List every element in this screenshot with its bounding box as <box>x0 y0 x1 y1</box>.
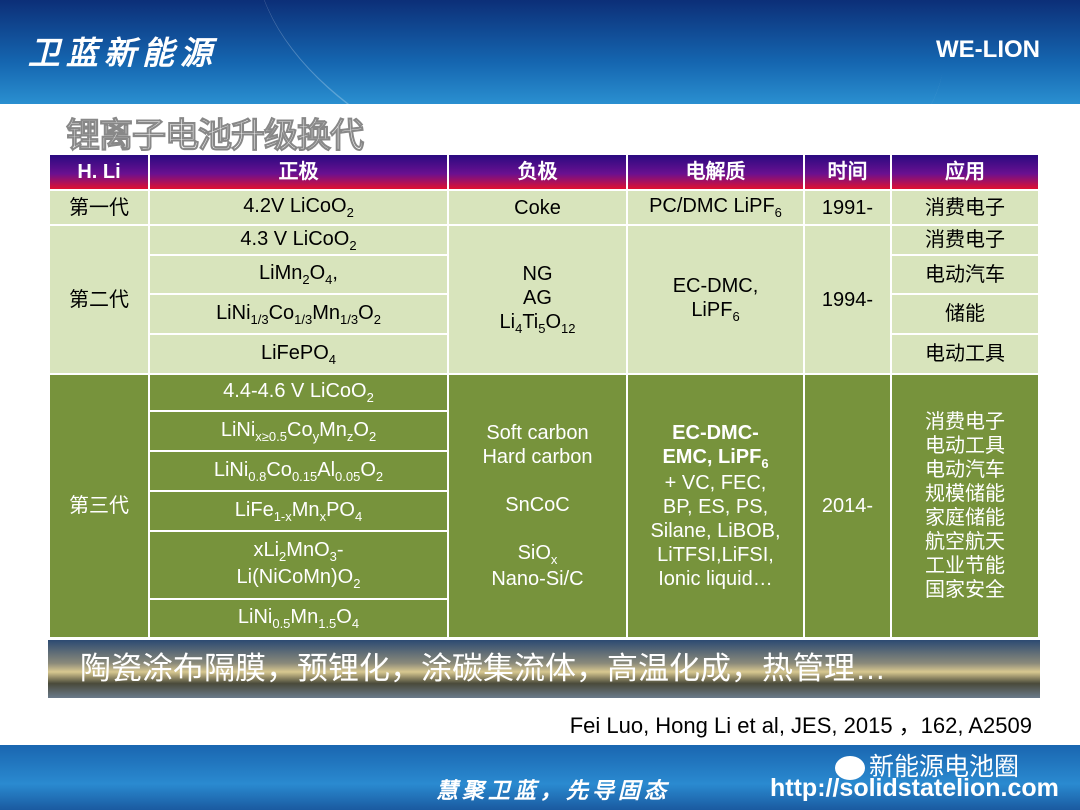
wechat-name: 新能源电池圈 <box>869 753 1020 781</box>
table-row: LiNix≥0.5CoyMnzO2 <box>49 410 1039 452</box>
application-cell: 消费电子 <box>890 189 1040 226</box>
table-row: 第三代 4.4-4.6 V LiCoO2 Soft carbon Hard car… <box>48 373 1040 639</box>
slide-title: 锂离子电池升级换代 <box>66 116 365 157</box>
time-cell: 1991- <box>803 189 892 226</box>
time-cell: 2014- <box>803 373 892 639</box>
anode-cell: Soft carbon Hard carbon SnCoC SiOx Nano-Si/C <box>447 373 628 639</box>
battery-generations-table: H. Li 正极 负极 电解质 时间 应用 第一代 4.2V LiCoO2 Co… <box>48 153 1040 639</box>
wechat-account: 新能源电池圈 <box>835 747 1019 783</box>
brand-name: 卫蓝新能源 <box>28 34 219 72</box>
table-row: LiNi1/3Co1/3Mn1/3O2 储能 <box>49 293 1040 335</box>
table-row: LiNi0.8Co0.15Al0.05O2 <box>49 450 1039 492</box>
cathode-cell: LiNi1/3Co1/3Mn1/3O2 <box>148 293 449 335</box>
electrolyte-cell: EC-DMC- EMC, LiPF6 + VC, FEC, BP, ES, PS, Si… <box>626 373 805 639</box>
table-row: xLi2MnO3- Li(NiCoMn)O2 <box>49 530 1039 600</box>
table-header-row: H. Li 正极 负极 电解质 时间 应用 <box>48 153 1040 191</box>
application-cell: 储能 <box>890 293 1040 335</box>
wechat-icon <box>835 756 865 781</box>
table-row: LiNi0.5Mn1.5O4 <box>49 598 1039 639</box>
cathode-cell: 4.4-4.6 V LiCoO2 <box>148 373 449 412</box>
table-row: LiFe1-xMnxPO4 <box>49 490 1039 532</box>
col-header: 负极 <box>447 153 628 191</box>
table-row: LiMn2O4, 电动汽车 <box>49 254 1040 295</box>
generation-label: 第三代 <box>48 373 150 639</box>
electrolyte-cell: PC/DMC LiPF6 <box>626 189 805 226</box>
reference-citation: Fei Luo, Hong Li et al, JES, 2015 ，162, … <box>569 713 1032 738</box>
cathode-cell: LiNix≥0.5CoyMnzO2 <box>148 410 449 452</box>
technology-banner: 陶瓷涂布隔膜，预锂化，涂碳集流体，高温化成，热管理… <box>48 640 1040 698</box>
col-header: H. Li <box>48 153 150 191</box>
cathode-cell: LiFe1-xMnxPO4 <box>148 490 449 532</box>
generation-label: 第二代 <box>48 224 150 375</box>
table-row: 第二代 4.3 V LiCoO2 NG AG Li4Ti5O12 EC-DMC, Li… <box>48 224 1040 375</box>
cathode-cell: 4.3 V LiCoO2 <box>148 224 449 256</box>
footer-banner <box>0 745 1080 810</box>
col-header: 正极 <box>148 153 449 191</box>
anode-cell: Coke <box>447 189 628 226</box>
cathode-cell: xLi2MnO3- Li(NiCoMn)O2 <box>148 530 449 600</box>
cathode-cell: 4.2V LiCoO2 <box>148 189 449 226</box>
website-url[interactable]: http://solidstatelion.com <box>770 774 1059 802</box>
we-lion-logo: WE-LION <box>936 36 1040 63</box>
cathode-cell: LiNi0.5Mn1.5O4 <box>148 598 449 639</box>
table-row: LiFePO4 电动工具 <box>49 333 1040 375</box>
application-cell: 电动汽车 <box>890 254 1040 295</box>
col-header: 电解质 <box>626 153 805 191</box>
col-header: 应用 <box>890 153 1040 191</box>
header-banner: 卫蓝新能源 WE-LION <box>0 0 1080 104</box>
table-row: 第一代 4.2V LiCoO2 Coke PC/DMC LiPF6 1991- … <box>48 189 1040 226</box>
footer-slogan: 慧聚卫蓝，先导固态 <box>436 778 671 804</box>
col-header: 时间 <box>803 153 892 191</box>
generation-label: 第一代 <box>48 189 150 226</box>
anode-cell: NG AG Li4Ti5O12 <box>447 224 628 375</box>
application-cell: 消费电子 电动工具 电动汽车 规模储能 家庭储能 航空航天 工业节能 国家安全 <box>890 373 1040 639</box>
cathode-cell: LiNi0.8Co0.15Al0.05O2 <box>148 450 449 492</box>
cathode-cell: LiFePO4 <box>148 333 449 375</box>
application-cell: 电动工具 <box>890 333 1040 375</box>
application-cell: 消费电子 <box>890 224 1040 256</box>
time-cell: 1994- <box>803 224 892 375</box>
electrolyte-cell: EC-DMC, LiPF6 <box>626 224 805 375</box>
cathode-cell: LiMn2O4, <box>148 254 449 295</box>
